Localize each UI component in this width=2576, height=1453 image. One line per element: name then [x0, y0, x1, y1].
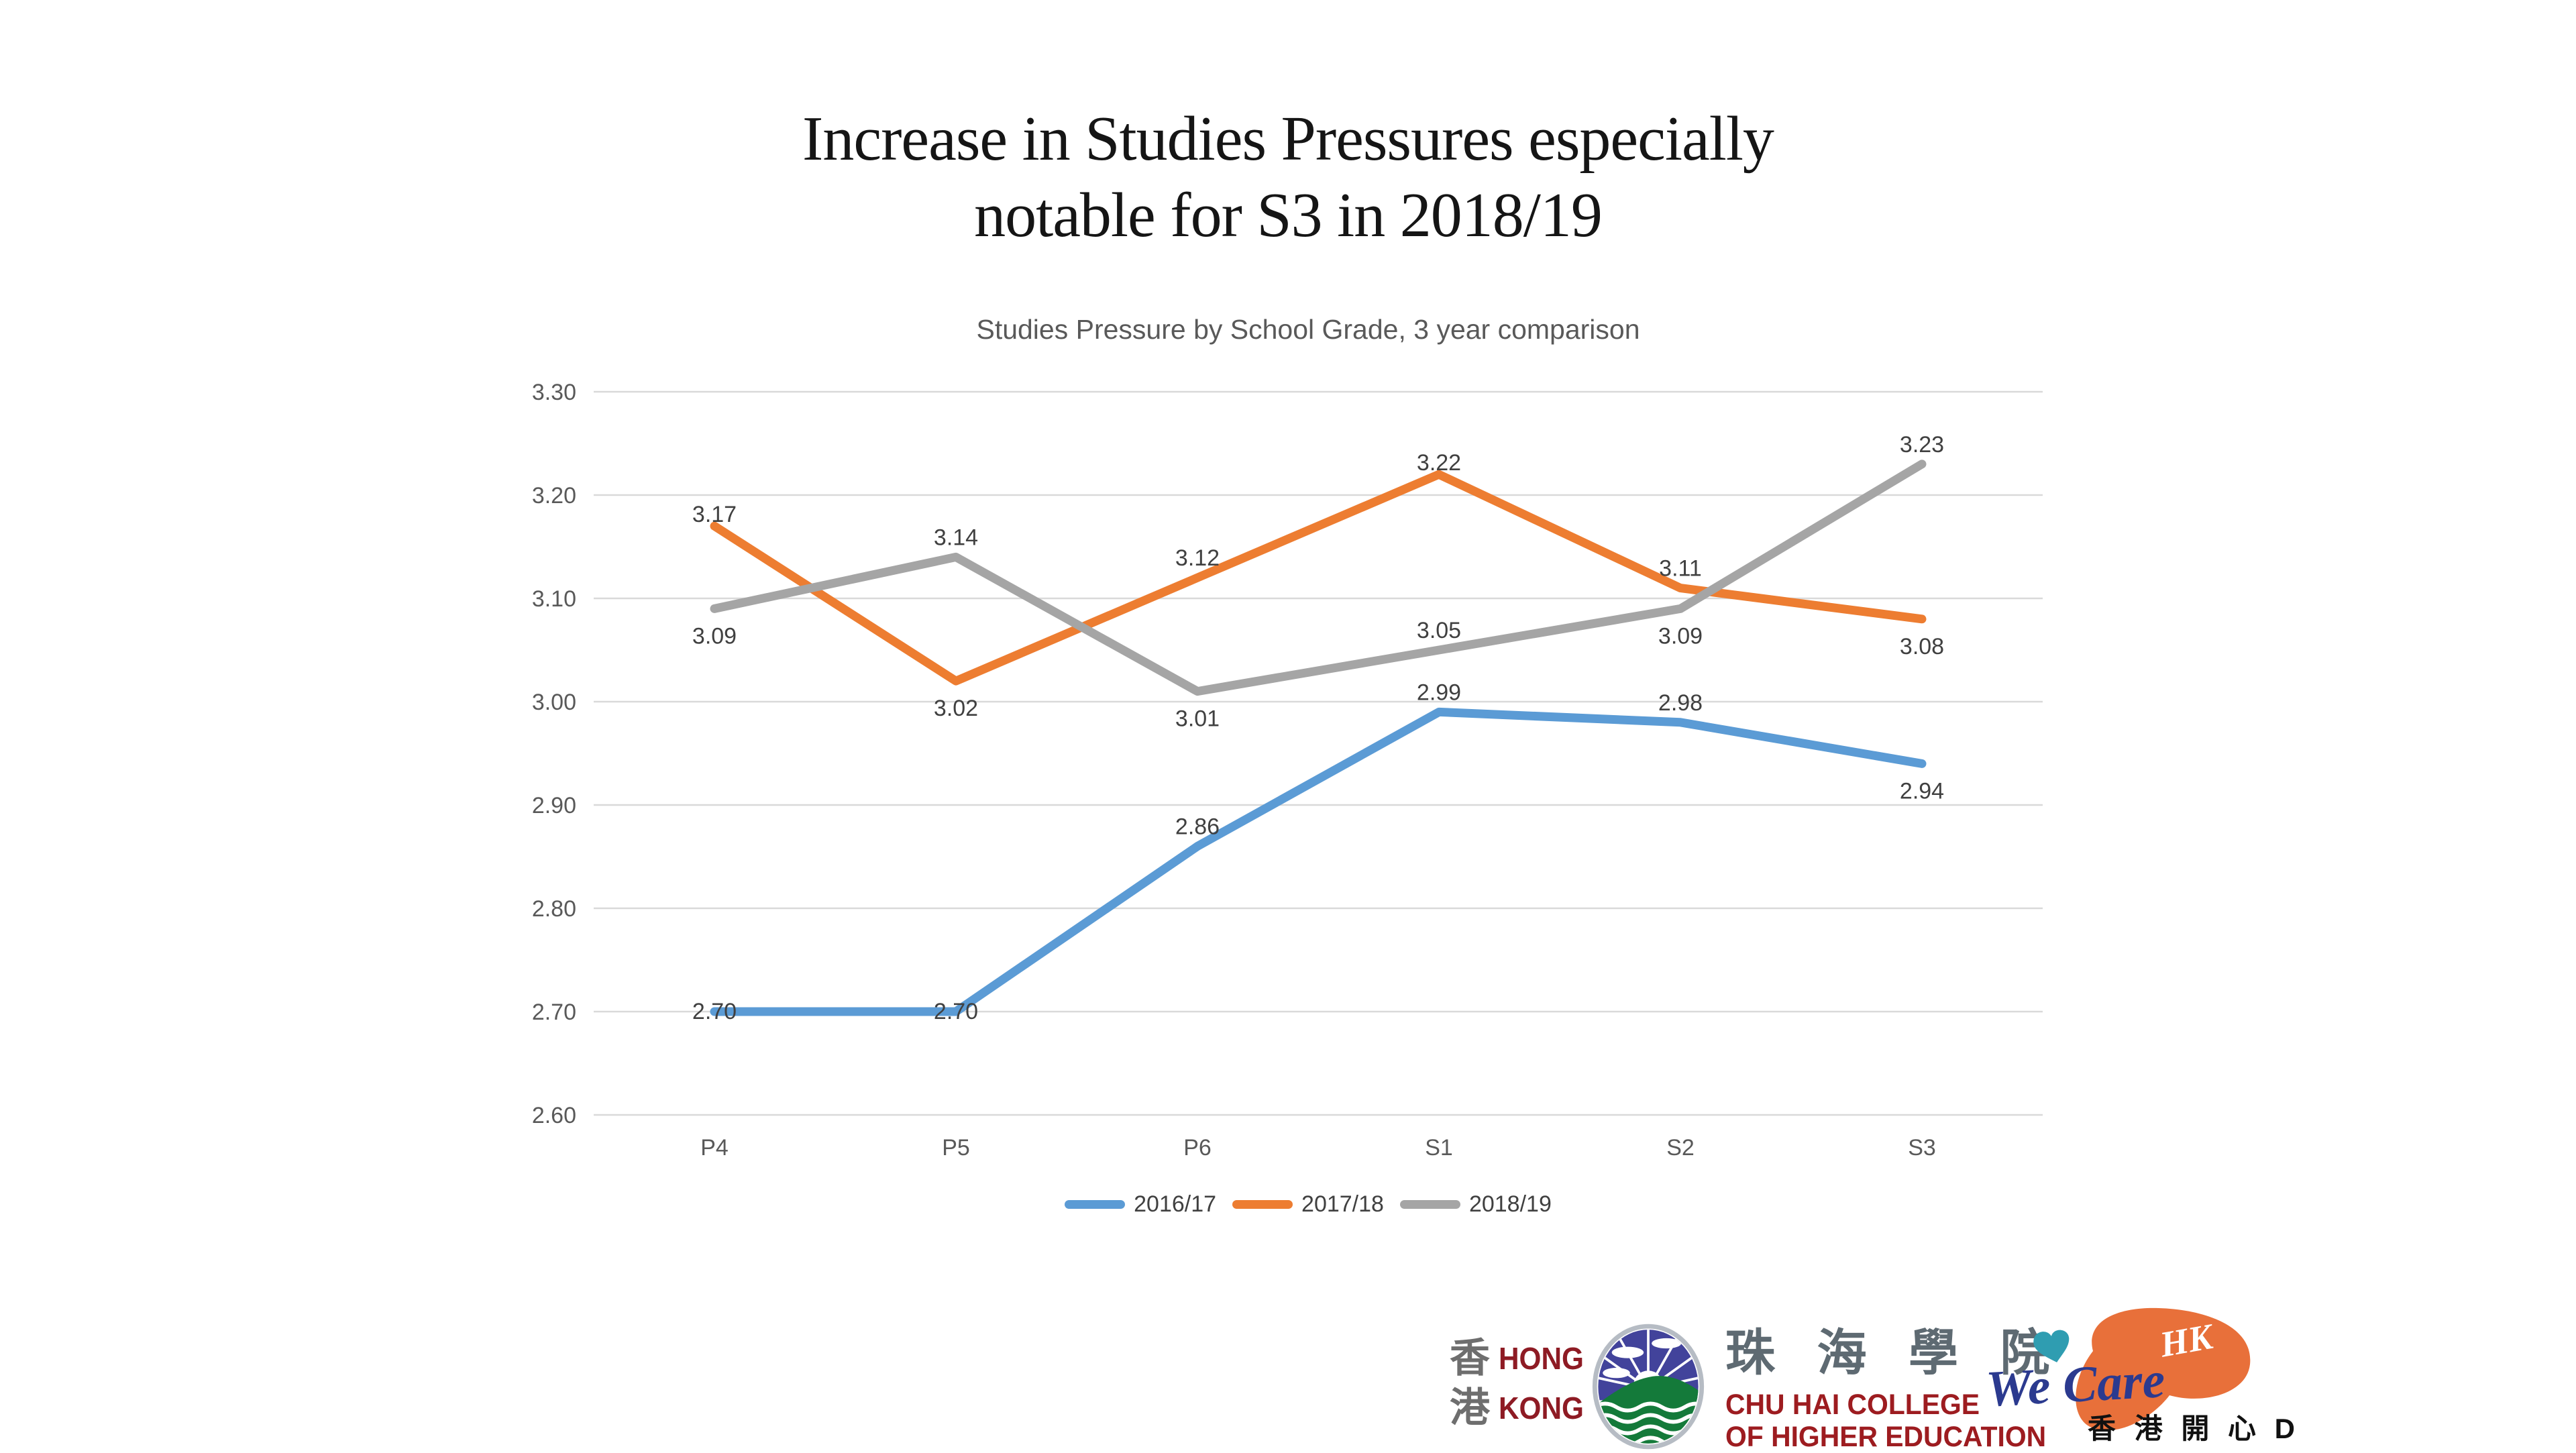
- data-label-2017/18-P6: 3.12: [1175, 545, 1220, 571]
- y-axis-tick-label: 2.90: [532, 793, 576, 818]
- x-axis-category-label: S3: [1908, 1135, 1936, 1161]
- data-label-2018/19-S2: 3.09: [1658, 623, 1703, 649]
- legend-label: 2018/19: [1468, 1191, 1552, 1217]
- data-label-2016/17-P4: 2.70: [692, 999, 737, 1024]
- chu-hai-college-emblem-icon: [1592, 1324, 1705, 1450]
- legend-label: 2017/18: [1301, 1191, 1384, 1217]
- y-axis-tick-label: 2.70: [532, 1000, 576, 1025]
- chart-legend: 2016/17 2017/18 2018/19: [470, 1191, 2147, 1218]
- y-axis-tick-label: 3.20: [532, 483, 576, 508]
- hk-word-bottom: KONG: [1499, 1391, 1584, 1425]
- data-label-2017/18-P4: 3.17: [692, 502, 737, 527]
- data-label-2018/19-P4: 3.09: [692, 623, 737, 649]
- chu-hai-name-line2: OF HIGHER EDUCATION: [1725, 1421, 2047, 1453]
- slide-title: Increase in Studies Pressures especially…: [0, 101, 2576, 254]
- hk-char-bottom: 港: [1450, 1385, 1490, 1430]
- y-axis-tick-label: 3.00: [532, 690, 576, 715]
- x-axis-category-label: S1: [1425, 1135, 1453, 1161]
- hong-kong-logo-words: HONG KONG: [1499, 1334, 1584, 1433]
- chu-hai-name-line1: CHU HAI COLLEGE: [1725, 1389, 1980, 1421]
- chu-hai-college-logo-text: 珠 海 學 院 CHU HAI COLLEGE OF HIGHER EDUCAT…: [1725, 1327, 2065, 1453]
- data-label-2016/17-S2: 2.98: [1658, 690, 1703, 716]
- data-label-2016/17-S1: 2.99: [1417, 680, 1461, 705]
- data-label-2016/17-P5: 2.70: [934, 999, 978, 1024]
- y-axis-tick-label: 3.30: [532, 380, 576, 405]
- data-label-2017/18-S3: 3.08: [1900, 634, 1944, 659]
- hk-char-top: 香: [1450, 1336, 1490, 1381]
- chu-hai-calligraphy: 珠 海 學 院: [1725, 1326, 2065, 1381]
- data-label-2018/19-P5: 3.14: [934, 525, 978, 550]
- x-axis-category-label: S2: [1666, 1135, 1695, 1161]
- slide-title-line1: Increase in Studies Pressures especially: [802, 104, 1774, 174]
- legend-swatch-icon: [1065, 1200, 1126, 1209]
- data-label-2016/17-P6: 2.86: [1175, 814, 1220, 840]
- legend-label: 2016/17: [1134, 1191, 1217, 1217]
- data-label-2017/18-S1: 3.22: [1417, 450, 1461, 476]
- hong-kong-logo-cjk: 香 港: [1448, 1334, 1492, 1433]
- legend-swatch-icon: [1399, 1200, 1460, 1209]
- wecare-heart-icon: [2033, 1330, 2070, 1362]
- legend-swatch-icon: [1232, 1200, 1293, 1209]
- y-axis-tick-label: 2.60: [532, 1103, 576, 1128]
- wecare-orange-swoosh-icon: [2076, 1307, 2251, 1431]
- hk-word-top: HONG: [1499, 1341, 1584, 1376]
- legend-item-2018/19: 2018/19: [1399, 1191, 1552, 1218]
- studies-pressure-line-chart: 3.30 3.20 3.10 3.00 2.90 2.80 2.70 2.60 P4 P5 P6 S1…: [532, 380, 2043, 1161]
- data-label-2017/18-S2: 3.11: [1659, 556, 1702, 582]
- legend-item-2017/18: 2017/18: [1232, 1191, 1384, 1218]
- wecare-caption: 香 港 開 心 D: [2088, 1413, 2301, 1444]
- chart-title: Studies Pressure by School Grade, 3 year…: [976, 314, 1640, 345]
- hong-kong-logo: 香 港 HONG KONG: [1448, 1334, 1591, 1433]
- data-label-2018/19-S3: 3.23: [1900, 432, 1944, 458]
- slide-title-line2: notable for S3 in 2018/19: [974, 180, 1603, 250]
- x-axis-category-label: P4: [700, 1135, 729, 1161]
- data-label-2016/17-S3: 2.94: [1900, 778, 1944, 804]
- x-axis-category-label: P6: [1183, 1135, 1212, 1161]
- data-label-2018/19-S1: 3.05: [1417, 618, 1461, 643]
- wecare-hk-script: HK: [2156, 1315, 2218, 1365]
- wecare-script-text: We Care: [1987, 1352, 2166, 1417]
- data-label-2018/19-P6: 3.01: [1175, 706, 1220, 732]
- x-axis-category-label: P5: [942, 1135, 970, 1161]
- wecare-hk-logo: HK We Care: [1987, 1307, 2251, 1431]
- y-axis-tick-label: 2.80: [532, 896, 576, 922]
- legend-item-2016/17: 2016/17: [1065, 1191, 1216, 1218]
- series-line-2016/17: [710, 707, 1927, 1016]
- data-label-2017/18-P5: 3.02: [934, 696, 978, 721]
- series-line-2017/18: [710, 470, 1927, 686]
- y-axis-tick-label: 3.10: [532, 586, 576, 612]
- series-line-2018/19: [710, 460, 1927, 696]
